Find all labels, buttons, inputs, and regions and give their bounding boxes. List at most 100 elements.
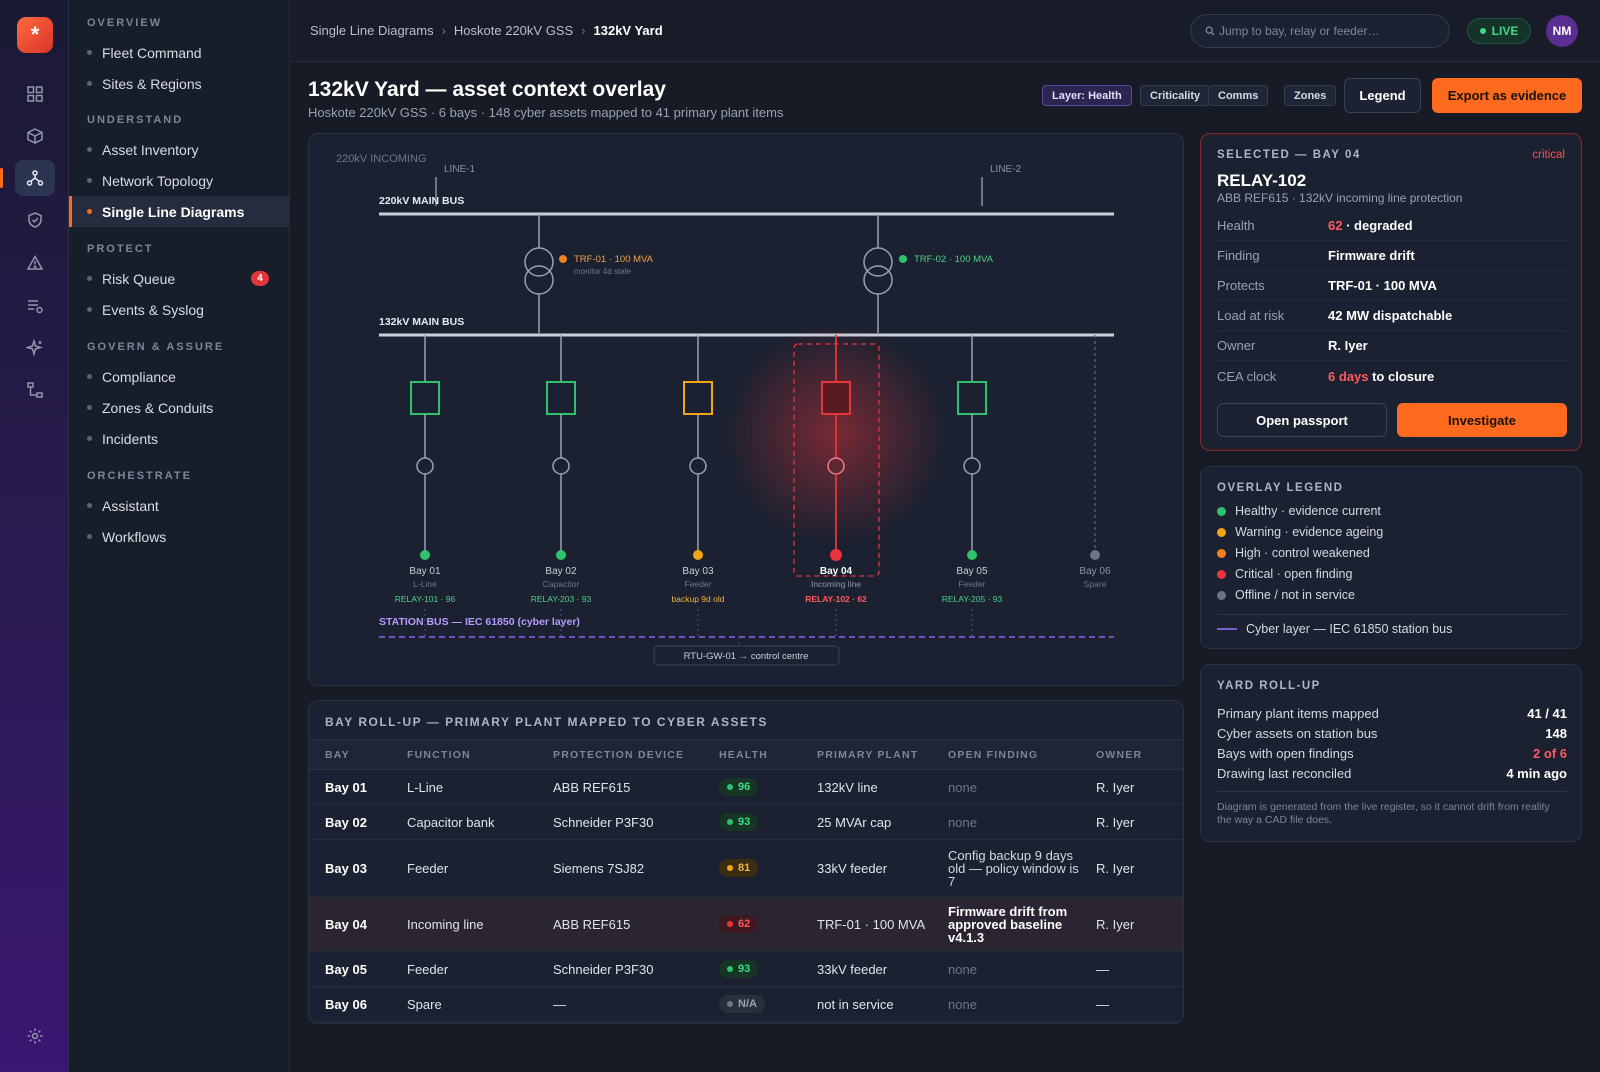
bay-05[interactable]: Bay 05 Feeder RELAY-205 · 93 [942, 335, 1003, 604]
criticality-chip[interactable]: Criticality [1140, 85, 1211, 106]
breadcrumb-item[interactable]: Hoskote 220kV GSS [453, 23, 574, 38]
bay-name: Bay 02 [545, 566, 577, 577]
layer-health-chip[interactable]: Layer: Health [1042, 85, 1132, 106]
sidebar-item-label: Workflows [102, 528, 167, 545]
rtu-gateway-box[interactable] [653, 645, 840, 666]
bullet-icon [87, 436, 92, 441]
transformer-trf-01[interactable]: TRF-01 · 100 MVA monitor 4d stale [524, 214, 654, 333]
divider [1217, 791, 1567, 792]
sidebar-item-incidents[interactable]: Incidents [69, 423, 289, 454]
col-header[interactable]: OPEN FINDING [932, 739, 1080, 770]
bay-function: L-Line [413, 579, 437, 589]
list-icon[interactable] [15, 288, 55, 324]
legend-button[interactable]: Legend [1344, 78, 1421, 113]
table-row[interactable]: Bay 06 Spare — N/A not in service none — [309, 986, 1183, 1022]
health-state: · degraded [1342, 218, 1413, 233]
sidebar-item-workflows[interactable]: Workflows [69, 521, 289, 552]
legend-item-warning: Warning · evidence ageing [1217, 525, 1383, 539]
cell-device: Schneider P3F30 [537, 804, 703, 840]
export-evidence-button[interactable]: Export as evidence [1432, 78, 1582, 113]
sidebar-item-asset-inventory[interactable]: Asset Inventory [69, 134, 289, 165]
rollup-caption: YARD ROLL-UP [1217, 680, 1321, 692]
grid-icon[interactable] [15, 76, 55, 112]
cell-owner: R. Iyer [1080, 896, 1183, 952]
rollup-label: Cyber assets on station bus [1217, 726, 1378, 741]
sidebar-item-network-topology[interactable]: Network Topology [69, 165, 289, 196]
sidebar-item-label: Single Line Diagrams [102, 203, 245, 220]
trf-02-label: TRF-02 · 100 MVA [914, 254, 994, 265]
cell-health: 96 [703, 769, 801, 805]
sidebar-item-label: Network Topology [102, 172, 214, 189]
col-header[interactable]: OWNER [1080, 739, 1183, 770]
comms-chip[interactable]: Comms [1208, 85, 1269, 106]
bay-01[interactable]: Bay 01 L-Line RELAY-101 · 96 [395, 335, 456, 604]
zones-chip[interactable]: Zones [1284, 85, 1337, 106]
health-value: N/A [738, 998, 757, 1010]
shield-icon[interactable] [15, 202, 55, 238]
app-logo[interactable]: * [17, 17, 53, 53]
bay-03[interactable]: Bay 03 Feeder backup 9d old [672, 335, 725, 604]
field-value: R. Iyer [1328, 338, 1368, 353]
sidebar-item-events-syslog[interactable]: Events & Syslog [69, 294, 289, 325]
workflow-icon[interactable] [15, 372, 55, 408]
table-row[interactable]: Bay 01 L-Line ABB REF615 96 132kV line n… [309, 769, 1183, 805]
cell-bay: Bay 03 [309, 839, 391, 897]
sidebar-section-title: OVERVIEW [87, 17, 163, 29]
bay-name: Bay 04 [820, 566, 853, 577]
breaker-icon [410, 381, 440, 415]
bay-04[interactable]: Bay 04 Incoming line RELAY-102 · 62 [805, 335, 867, 604]
user-avatar[interactable]: NM [1546, 15, 1578, 47]
sidebar-item-sites-regions[interactable]: Sites & Regions [69, 68, 289, 99]
search-input[interactable] [1219, 24, 1439, 38]
investigate-button[interactable]: Investigate [1397, 403, 1567, 437]
bus-220-label: 220kV MAIN BUS [379, 195, 464, 207]
cube-icon[interactable] [15, 118, 55, 154]
status-dot [1090, 550, 1100, 560]
table-row-selected[interactable]: Bay 04 Incoming line ABB REF615 62 TRF-0… [309, 896, 1183, 952]
cell-function: Capacitor bank [391, 804, 537, 840]
topology-icon[interactable] [0, 160, 55, 196]
legend-label: Warning · evidence ageing [1235, 525, 1384, 539]
rollup-row: Primary plant items mapped 41 / 41 [1217, 706, 1567, 721]
sidebar-item-assistant[interactable]: Assistant [69, 490, 289, 521]
page-subtitle: Hoskote 220kV GSS · 6 bays · 148 cyber a… [308, 105, 784, 120]
breadcrumb-item[interactable]: Single Line Diagrams [310, 23, 434, 38]
cell-owner: — [1080, 986, 1183, 1022]
gear-icon[interactable] [15, 1018, 55, 1054]
warning-icon[interactable] [15, 245, 55, 281]
sidebar-item-risk-queue[interactable]: Risk Queue 4 [69, 263, 289, 294]
col-header[interactable]: FUNCTION [391, 739, 537, 770]
field-value: 62 · degraded [1328, 218, 1413, 233]
bay-relay: RELAY-101 · 96 [395, 594, 456, 604]
status-dot [556, 550, 566, 560]
icon-rail: * [0, 0, 69, 1072]
col-header[interactable]: PROTECTION DEVICE [537, 739, 703, 770]
table-row[interactable]: Bay 03 Feeder Siemens 7SJ82 81 33kV feed… [309, 839, 1183, 897]
legend-label: Offline / not in service [1235, 588, 1355, 602]
col-header[interactable]: HEALTH [703, 739, 801, 770]
table-row[interactable]: Bay 02 Capacitor bank Schneider P3F30 93… [309, 804, 1183, 840]
bullet-icon [87, 147, 92, 152]
search-box[interactable] [1190, 14, 1450, 48]
bay-02[interactable]: Bay 02 Capacitor RELAY-203 · 93 [531, 335, 592, 604]
status-dot [693, 550, 703, 560]
status-dot [727, 921, 733, 927]
rollup-label: Bays with open findings [1217, 746, 1354, 761]
transformer-trf-02[interactable]: TRF-02 · 100 MVA [863, 214, 994, 333]
sidebar-item-single-line-diagrams[interactable]: Single Line Diagrams [69, 196, 289, 227]
bay-06[interactable]: Bay 06 Spare [1079, 335, 1111, 589]
col-header[interactable]: PRIMARY PLANT [801, 739, 932, 770]
cell-device: Schneider P3F30 [537, 951, 703, 987]
sparkle-icon[interactable] [15, 330, 55, 366]
sidebar-section-title: ORCHESTRATE [87, 470, 192, 482]
sidebar-item-zones-conduits[interactable]: Zones & Conduits [69, 392, 289, 423]
col-header[interactable]: BAY [309, 739, 391, 770]
sidebar-item-compliance[interactable]: Compliance [69, 361, 289, 392]
cell-plant: not in service [801, 986, 932, 1022]
breadcrumb-current: 132kV Yard [593, 23, 663, 38]
open-passport-button[interactable]: Open passport [1217, 403, 1387, 437]
bay-relay: RELAY-102 · 62 [805, 594, 867, 604]
cell-device: Siemens 7SJ82 [537, 839, 703, 897]
sidebar-item-fleet-command[interactable]: Fleet Command [69, 37, 289, 68]
table-row[interactable]: Bay 05 Feeder Schneider P3F30 93 33kV fe… [309, 951, 1183, 987]
